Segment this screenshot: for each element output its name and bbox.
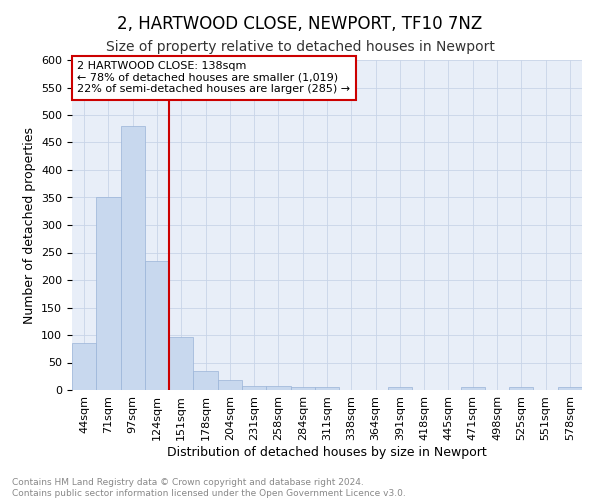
Bar [509, 387, 533, 390]
Bar [145, 261, 169, 390]
Bar [290, 387, 315, 390]
Text: Contains HM Land Registry data © Crown copyright and database right 2024.
Contai: Contains HM Land Registry data © Crown c… [12, 478, 406, 498]
Bar [461, 387, 485, 390]
Bar [193, 371, 218, 390]
Bar [558, 387, 582, 390]
Bar [121, 126, 145, 390]
Bar [96, 198, 121, 390]
X-axis label: Distribution of detached houses by size in Newport: Distribution of detached houses by size … [167, 446, 487, 458]
Text: Size of property relative to detached houses in Newport: Size of property relative to detached ho… [106, 40, 494, 54]
Bar [388, 387, 412, 390]
Bar [242, 386, 266, 390]
Bar [266, 386, 290, 390]
Text: 2, HARTWOOD CLOSE, NEWPORT, TF10 7NZ: 2, HARTWOOD CLOSE, NEWPORT, TF10 7NZ [118, 15, 482, 33]
Bar [218, 380, 242, 390]
Bar [315, 387, 339, 390]
Text: 2 HARTWOOD CLOSE: 138sqm
← 78% of detached houses are smaller (1,019)
22% of sem: 2 HARTWOOD CLOSE: 138sqm ← 78% of detach… [77, 61, 350, 94]
Y-axis label: Number of detached properties: Number of detached properties [23, 126, 35, 324]
Bar [169, 336, 193, 390]
Bar [72, 343, 96, 390]
